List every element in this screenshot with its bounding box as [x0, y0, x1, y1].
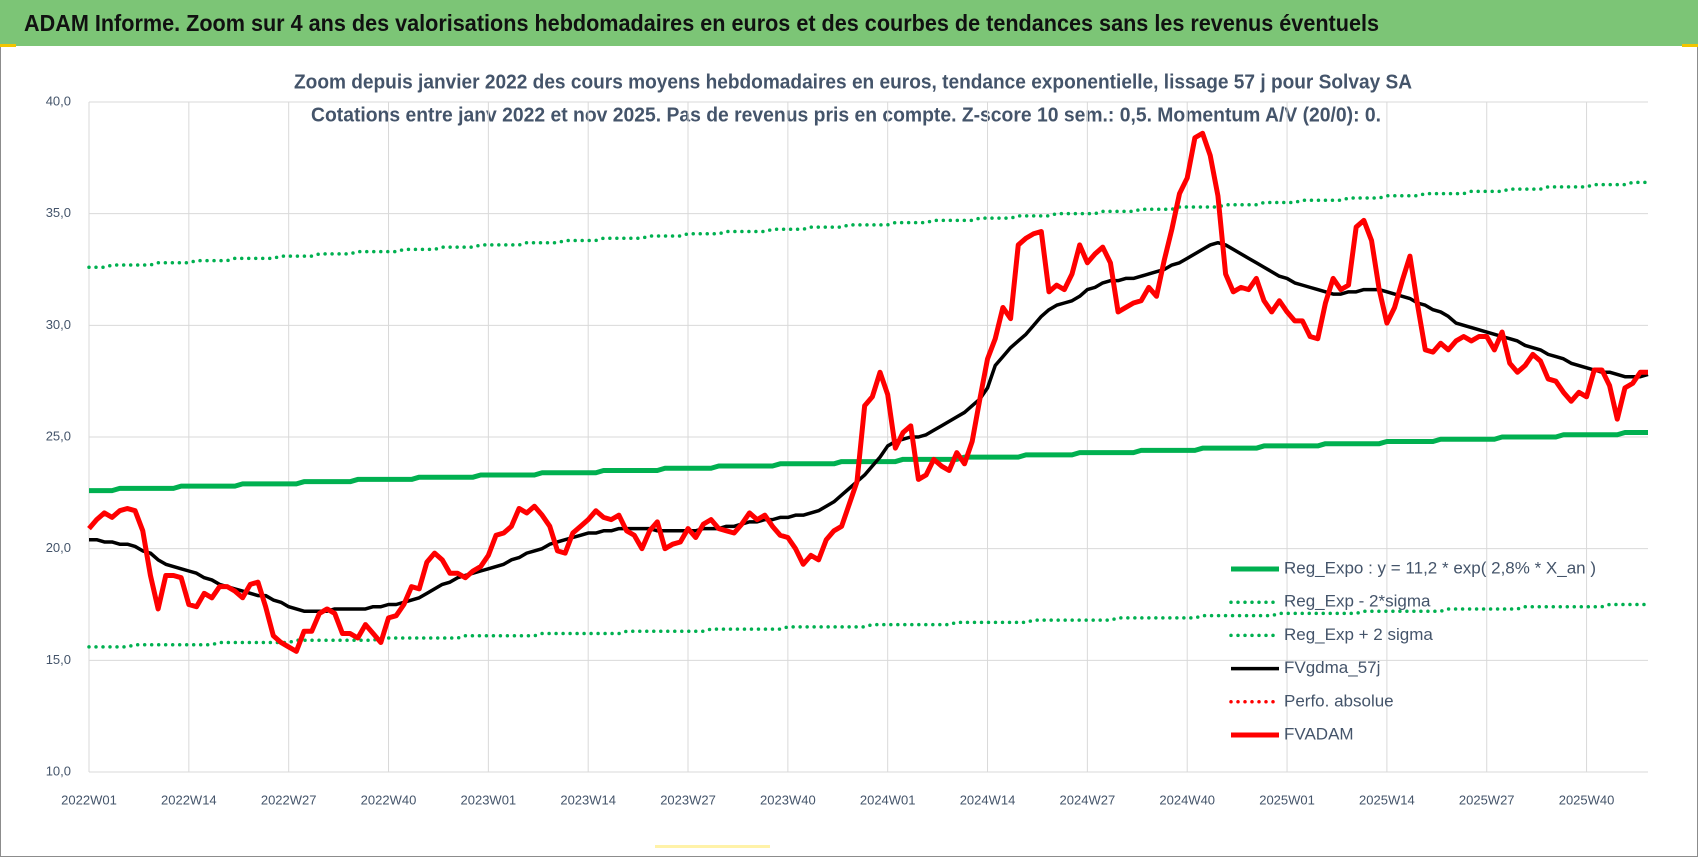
- x-tick-label: 2023W01: [461, 792, 517, 807]
- x-tick-label: 2023W40: [760, 792, 816, 807]
- x-tick-label: 2025W27: [1459, 792, 1515, 807]
- x-tick-label: 2024W40: [1159, 792, 1215, 807]
- y-tick-label: 15,0: [46, 652, 71, 667]
- legend-label: Reg_Exp - 2*sigma: [1284, 592, 1431, 611]
- corner-mark: [1682, 44, 1698, 47]
- plot-lines: [87, 130, 1650, 654]
- x-tick-label: 2024W01: [860, 792, 916, 807]
- x-tick-label: 2023W14: [560, 792, 616, 807]
- header-bar: [0, 0, 1698, 46]
- x-tick-label: 2025W01: [1259, 792, 1315, 807]
- x-tick-label: 2025W40: [1559, 792, 1615, 807]
- legend-label: Reg_Expo : y = 11,2 * exp( 2,8% * X_an ): [1284, 558, 1596, 577]
- legend: Reg_Expo : y = 11,2 * exp( 2,8% * X_an )…: [1229, 558, 1596, 743]
- x-tick-label: 2022W27: [261, 792, 317, 807]
- y-tick-label: 20,0: [46, 540, 71, 555]
- x-tick-label: 2024W14: [960, 792, 1016, 807]
- x-tick-label: 2025W14: [1359, 792, 1415, 807]
- legend-label: Perfo. absolue: [1284, 691, 1394, 710]
- y-tick-label: 10,0: [46, 763, 71, 778]
- series-line: [87, 602, 1650, 649]
- bottom-mark: [655, 845, 770, 848]
- y-tick-label: 35,0: [46, 205, 71, 220]
- series-line: [89, 430, 1648, 494]
- x-tick-label: 2022W40: [361, 792, 417, 807]
- legend-label: Reg_Exp + 2 sigma: [1284, 625, 1433, 644]
- y-tick-label: 25,0: [46, 428, 71, 443]
- chart-subtitle: Cotations entre janv 2022 et nov 2025. P…: [311, 104, 1381, 126]
- x-tick-label: 2022W01: [61, 792, 117, 807]
- series-line: [87, 130, 1648, 654]
- grid: 10,0 15,0 20,0 25,0 30,0 35,0 40,0 2022W01 2022W…: [46, 93, 1648, 807]
- corner-mark: [0, 44, 16, 47]
- series-line: [89, 240, 1649, 613]
- x-tick-label: 2023W27: [660, 792, 716, 807]
- x-tick-label: 2024W27: [1060, 792, 1116, 807]
- x-tick-label: 2022W14: [161, 792, 217, 807]
- y-tick-label: 30,0: [46, 317, 71, 332]
- legend-label: FVADAM: [1284, 724, 1354, 743]
- series-line: [87, 180, 1650, 270]
- page-title: ADAM Informe. Zoom sur 4 ans des valoris…: [24, 10, 1379, 36]
- chart-title: Zoom depuis janvier 2022 des cours moyen…: [294, 71, 1412, 93]
- y-tick-label: 40,0: [46, 93, 71, 108]
- legend-label: FVgdma_57j: [1284, 658, 1380, 677]
